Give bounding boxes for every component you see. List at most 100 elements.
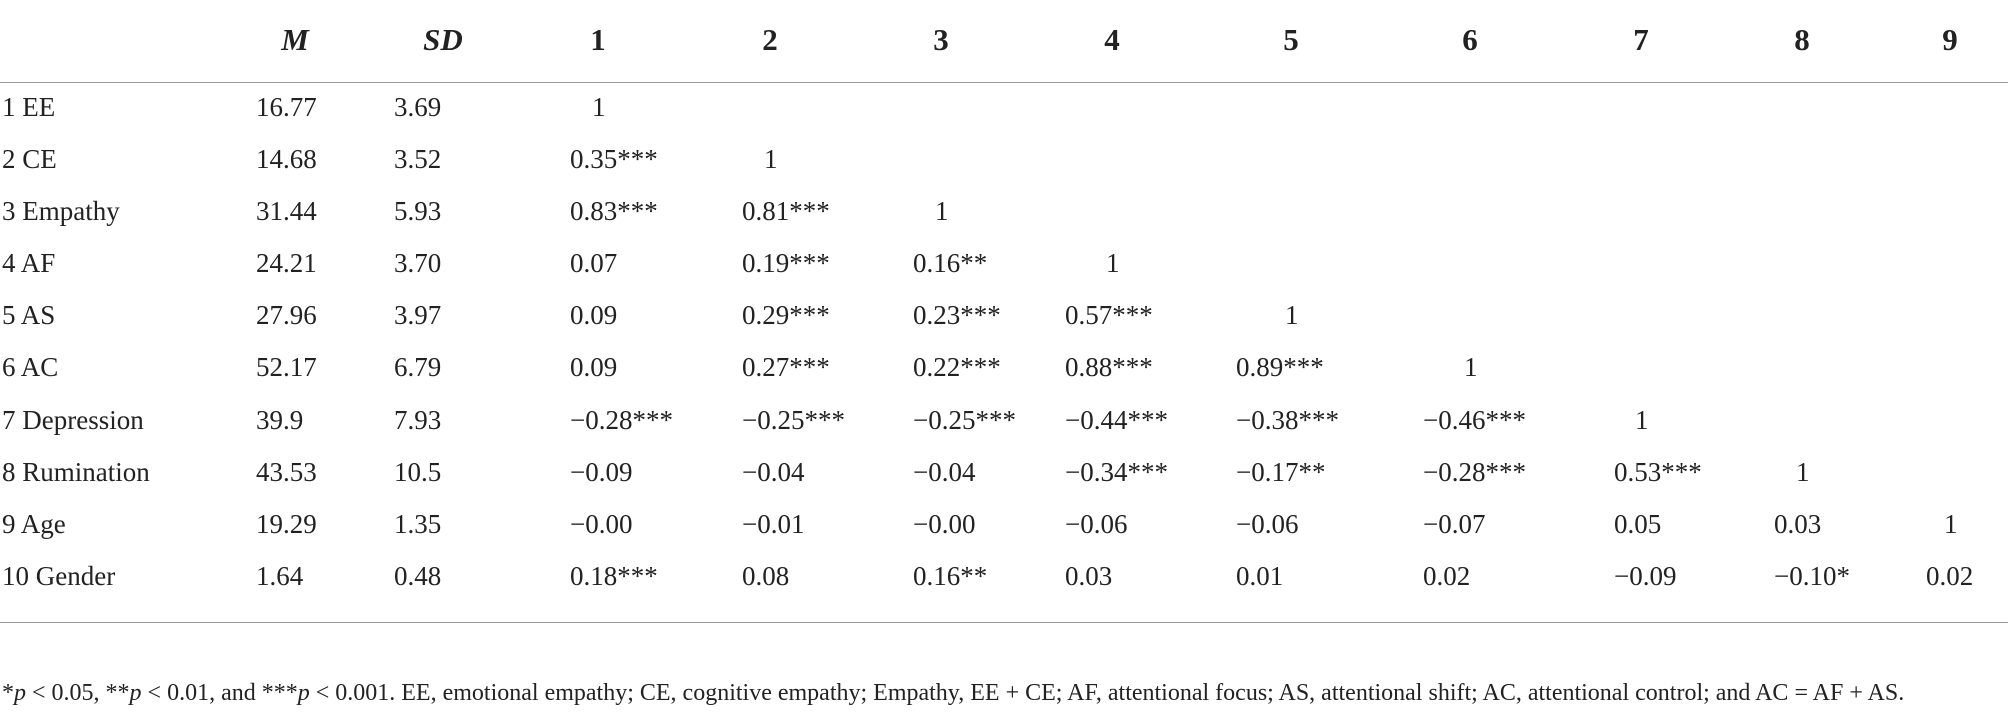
table-cell: −0.25*** [913, 405, 1016, 435]
table-row: 7 Depression 39.9 7.93 −0.28*** −0.25*** −0.2… [0, 394, 2008, 446]
table-cell: −0.09 [570, 457, 633, 487]
table-cell: 0.07 [570, 248, 618, 278]
table-cell: 19.29 [256, 509, 317, 539]
column-header: M [281, 22, 309, 57]
table-cell: −0.17** [1236, 457, 1326, 487]
table-cell: 0.05 [1614, 509, 1662, 539]
table-cell: −0.28*** [1423, 457, 1526, 487]
table-cell: 1 [1285, 300, 1299, 330]
table-row: 5 AS 27.96 3.97 0.09 0.29*** 0.23*** 0.57*** 1 [0, 289, 2008, 341]
table-cell: −0.07 [1423, 509, 1486, 539]
table-cell: −0.04 [742, 457, 805, 487]
table-cell: 1 [1635, 405, 1649, 435]
table-cell: 0.83*** [570, 196, 658, 226]
row-label: 3 Empathy [2, 196, 120, 226]
table-cell: 16.77 [256, 92, 317, 122]
table-cell: 7.93 [394, 405, 442, 435]
table-cell: −0.04 [913, 457, 976, 487]
row-label: 6 AC [2, 352, 59, 382]
table-row: 4 AF 24.21 3.70 0.07 0.19*** 0.16** 1 [0, 237, 2008, 289]
table-cell: 14.68 [256, 144, 317, 174]
row-label: 7 Depression [2, 405, 144, 435]
table-cell: 1 [1464, 352, 1478, 382]
table-cell: −0.01 [742, 509, 805, 539]
table-cell: −0.06 [1065, 509, 1128, 539]
table-cell: 0.16** [913, 561, 988, 591]
table-cell: 10.5 [394, 457, 442, 487]
table-cell: 0.19*** [742, 248, 830, 278]
row-label: 9 Age [2, 509, 66, 539]
table-cell: −0.46*** [1423, 405, 1526, 435]
table-cell: 3.69 [394, 92, 442, 122]
table-cell: 6.79 [394, 352, 442, 382]
table-cell: 3.97 [394, 300, 442, 330]
table-cell: 0.89*** [1236, 352, 1324, 382]
footnote-p: p [297, 680, 310, 706]
row-label: 8 Rumination [2, 457, 150, 487]
table-cell: 1 [592, 92, 606, 122]
table-cell: 1.64 [256, 561, 304, 591]
table-cell: 1 [1796, 457, 1810, 487]
column-header: 3 [933, 22, 949, 57]
footnote-p: p [14, 680, 26, 706]
footnote-marker: * [2, 680, 14, 706]
table-cell: 1 [1106, 248, 1120, 278]
table-row: 6 AC 52.17 6.79 0.09 0.27*** 0.22*** 0.88*** 0.… [0, 341, 2008, 393]
table-cell: −0.10* [1774, 561, 1850, 591]
table-cell: 0.09 [570, 300, 618, 330]
table-cell: 39.9 [256, 405, 304, 435]
table-cell: 24.21 [256, 248, 317, 278]
table-cell: 0.53*** [1614, 457, 1702, 487]
row-label: 5 AS [2, 300, 56, 330]
table-top-rule [0, 82, 2008, 83]
footnote-p: p [129, 680, 142, 706]
table-cell: 27.96 [256, 300, 317, 330]
table-cell: 1 [764, 144, 778, 174]
table-row: 2 CE 14.68 3.52 0.35*** 1 [0, 133, 2008, 185]
table-cell: 0.03 [1774, 509, 1822, 539]
column-header: 6 [1462, 22, 1478, 57]
column-header: 1 [590, 22, 606, 57]
column-header: 5 [1283, 22, 1299, 57]
table-cell: 3.70 [394, 248, 442, 278]
table-cell: −0.09 [1614, 561, 1677, 591]
table-row: 1 EE 16.77 3.69 1 [0, 81, 2008, 133]
table-cell: 0.81*** [742, 196, 830, 226]
row-label: 2 CE [2, 144, 57, 174]
table-cell: −0.34*** [1065, 457, 1168, 487]
column-header: SD [423, 22, 463, 57]
table-cell: 1 [935, 196, 949, 226]
table-cell: 52.17 [256, 352, 317, 382]
table-cell: 31.44 [256, 196, 317, 226]
footnote-text: < 0.05, ** [26, 680, 130, 706]
table-cell: 0.01 [1236, 561, 1284, 591]
table-cell: 0.88*** [1065, 352, 1153, 382]
table-cell: 0.08 [742, 561, 790, 591]
table-cell: 3.52 [394, 144, 442, 174]
table-bottom-rule [0, 622, 2008, 623]
table-cell: 43.53 [256, 457, 317, 487]
table-cell: −0.28*** [570, 405, 673, 435]
table-cell: 0.48 [394, 561, 442, 591]
table-cell: 0.27*** [742, 352, 830, 382]
table-cell: 0.35*** [570, 144, 658, 174]
table-cell: −0.25*** [742, 405, 845, 435]
footnote-text: < 0.001. EE, emotional empathy; CE, cogn… [309, 680, 1905, 706]
table-cell: −0.38*** [1236, 405, 1339, 435]
table-cell: 0.03 [1065, 561, 1113, 591]
table-row: 3 Empathy 31.44 5.93 0.83*** 0.81*** 1 [0, 185, 2008, 237]
table-cell: −0.00 [913, 509, 976, 539]
table-cell: −0.06 [1236, 509, 1299, 539]
table-cell: 0.09 [570, 352, 618, 382]
table-cell: 0.23*** [913, 300, 1001, 330]
footnote-text: < 0.01, and *** [141, 680, 298, 706]
table-footnote: *p < 0.05, **p < 0.01, and ***p < 0.001.… [2, 678, 1904, 708]
table-cell: 0.22*** [913, 352, 1001, 382]
column-header: 8 [1794, 22, 1810, 57]
table-cell: 5.93 [394, 196, 442, 226]
table-cell: −0.00 [570, 509, 633, 539]
row-label: 10 Gender [2, 561, 116, 591]
table-cell: 0.16** [913, 248, 988, 278]
table-cell: 0.57*** [1065, 300, 1153, 330]
table-cell: 0.02 [1423, 561, 1471, 591]
